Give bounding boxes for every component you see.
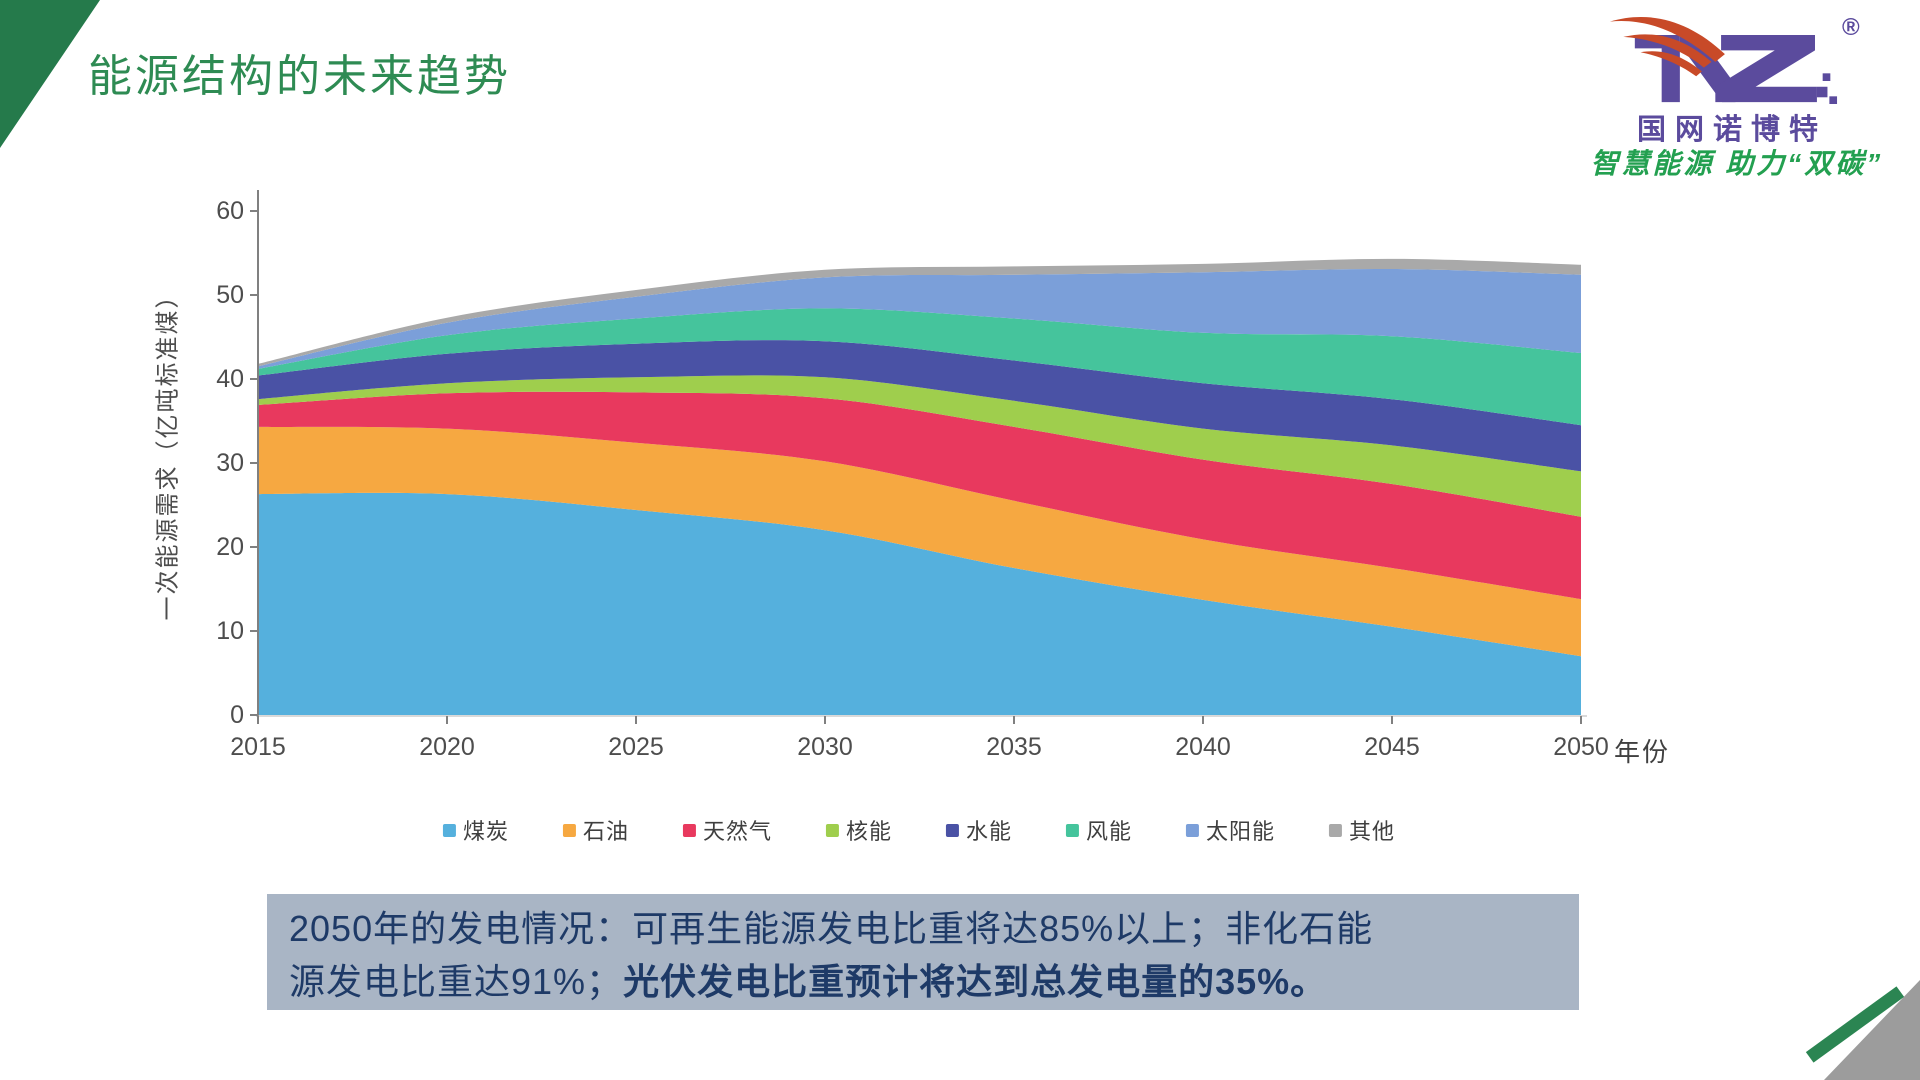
legend-swatch-icon — [1329, 823, 1343, 837]
x-axis-title: 年份 — [1614, 737, 1671, 767]
legend-swatch-icon — [562, 823, 576, 837]
legend-label: 风能 — [1086, 819, 1133, 844]
x-tick-label: 2025 — [608, 733, 664, 761]
legend-label: 其他 — [1349, 819, 1396, 844]
summary-note-box: 2050年的发电情况：可再生能源发电比重将达85%以上；非化石能 源发电比重达9… — [267, 894, 1579, 1010]
legend-label: 天然气 — [702, 819, 772, 844]
legend-label: 煤炭 — [462, 819, 509, 844]
x-tick-label: 2035 — [986, 733, 1042, 761]
legend-swatch-icon — [442, 823, 456, 837]
legend-item: 核能 — [825, 814, 892, 846]
area-煤炭 — [258, 492, 1581, 715]
legend-item: 风能 — [1066, 814, 1132, 846]
area-其他 — [258, 258, 1581, 367]
legend-item: 水能 — [946, 814, 1012, 846]
legend-label: 核能 — [845, 819, 892, 844]
summary-note-text: 2050年的发电情况：可再生能源发电比重将达85%以上；非化石能 源发电比重达9… — [289, 902, 1557, 1008]
legend-swatch-icon — [825, 823, 839, 837]
legend-item: 煤炭 — [442, 814, 509, 846]
legend-swatch-icon — [1066, 823, 1080, 837]
legend-swatch-icon — [682, 823, 696, 837]
y-axis-title: 一次能源需求（亿吨标准煤） — [154, 282, 182, 621]
legend-item: 天然气 — [682, 814, 772, 846]
area-天然气 — [258, 391, 1581, 600]
y-tick-label: 10 — [216, 617, 244, 645]
y-tick-label: 0 — [230, 701, 244, 729]
area-石油 — [258, 426, 1581, 657]
corner-decoration-top-left — [0, 0, 100, 148]
note-line2-bold: 光伏发电比重预计将达到总发电量的35%。 — [623, 961, 1328, 1002]
logo-brand-name: 国网诺博特 — [1636, 114, 1827, 146]
y-tick-label: 40 — [216, 365, 244, 393]
x-tick-label: 2045 — [1364, 733, 1420, 761]
company-logo: ® 国网诺博特 智慧能源 助力“双碳” — [1550, 6, 1914, 179]
y-tick-label: 50 — [216, 281, 244, 309]
note-line2: 源发电比重达91%； — [289, 961, 624, 1002]
x-tick-label: 2050 — [1553, 733, 1609, 761]
x-tick-label: 2040 — [1175, 733, 1231, 761]
y-tick-label: 60 — [216, 197, 244, 225]
chart-legend: 煤炭 石油 天然气 核能 水能 风能 太阳能 其他 — [442, 814, 1395, 846]
logo-tagline: 智慧能源 助力“双碳” — [1590, 148, 1884, 179]
legend-item: 太阳能 — [1186, 814, 1275, 846]
area-风能 — [258, 308, 1581, 426]
legend-item: 其他 — [1329, 814, 1395, 846]
x-tick-label: 2030 — [797, 733, 853, 761]
legend-label: 石油 — [582, 819, 629, 844]
x-tick-label: 2020 — [419, 733, 475, 761]
y-tick-label: 30 — [216, 449, 244, 477]
note-line1: 2050年的发电情况：可再生能源发电比重将达85%以上；非化石能 — [289, 908, 1374, 949]
legend-item: 石油 — [562, 814, 629, 846]
area-核能 — [258, 375, 1581, 517]
logo-nz-mark-icon — [1609, 16, 1838, 104]
legend-label: 水能 — [966, 819, 1013, 844]
registered-trademark-icon: ® — [1842, 14, 1860, 41]
x-tick-label: 2015 — [230, 733, 286, 761]
legend-label: 太阳能 — [1206, 819, 1276, 844]
legend-swatch-icon — [946, 823, 959, 837]
page-title: 能源结构的未来趋势 — [88, 52, 511, 101]
y-tick-label: 20 — [216, 533, 244, 561]
legend-swatch-icon — [1186, 823, 1200, 837]
area-水能 — [258, 340, 1581, 472]
area-太阳能 — [258, 268, 1581, 369]
